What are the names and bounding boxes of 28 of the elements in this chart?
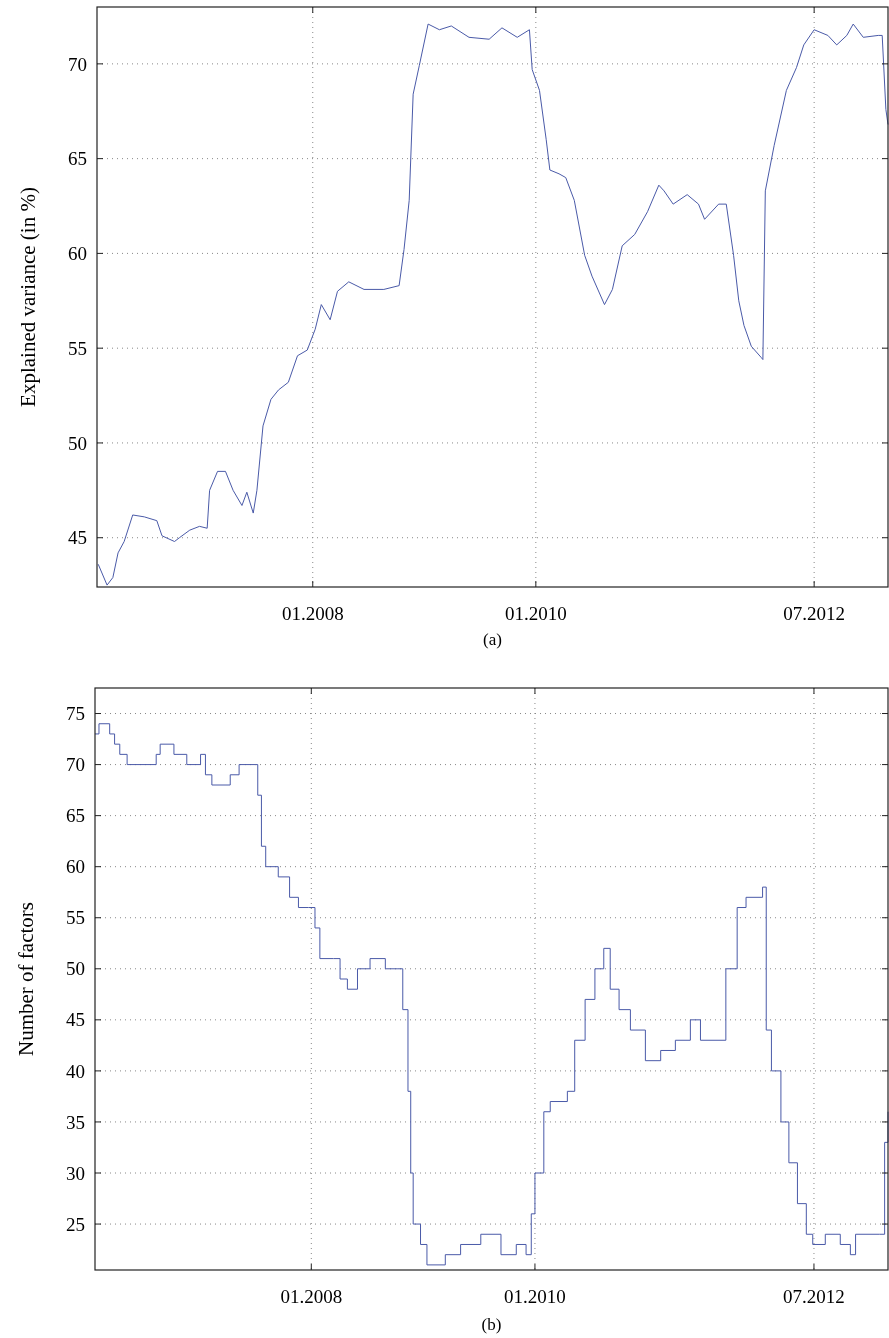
y-axis-title: Explained variance (in %) bbox=[16, 187, 40, 407]
text: (a) bbox=[483, 630, 502, 649]
text: (b) bbox=[481, 1315, 502, 1334]
y-tick-label: 55 bbox=[66, 907, 85, 929]
y-tick-label: 35 bbox=[66, 1111, 85, 1133]
x-tick-label: 01.2008 bbox=[280, 1286, 343, 1307]
y-tick-label: 25 bbox=[66, 1213, 85, 1235]
y-tick-label: 70 bbox=[66, 754, 85, 776]
x-tick-label: 01.2010 bbox=[504, 603, 567, 624]
x-tick-label: 01.2008 bbox=[281, 603, 344, 624]
y-tick-label: 50 bbox=[66, 958, 85, 980]
y-tick-label: 50 bbox=[68, 432, 87, 454]
y-tick-label: 45 bbox=[66, 1009, 85, 1031]
x-tick-label: 07.2012 bbox=[783, 1286, 845, 1307]
y-axis-title: Number of factors bbox=[14, 902, 38, 1056]
x-tick-label: 01.2010 bbox=[504, 1286, 566, 1307]
y-tick-label: 70 bbox=[68, 53, 87, 75]
y-tick-label: 40 bbox=[66, 1060, 85, 1082]
x-tick-label: 07.2012 bbox=[783, 603, 846, 624]
y-tick-label: 65 bbox=[66, 805, 85, 827]
y-tick-label: 60 bbox=[68, 243, 87, 265]
y-tick-label: 45 bbox=[68, 527, 87, 549]
y-tick-label: 55 bbox=[68, 337, 87, 359]
y-tick-label: 60 bbox=[66, 856, 85, 878]
y-tick-label: 30 bbox=[66, 1162, 85, 1184]
y-tick-label: 65 bbox=[68, 148, 87, 170]
y-tick-label: 75 bbox=[66, 703, 85, 725]
line-series bbox=[97, 23, 889, 586]
